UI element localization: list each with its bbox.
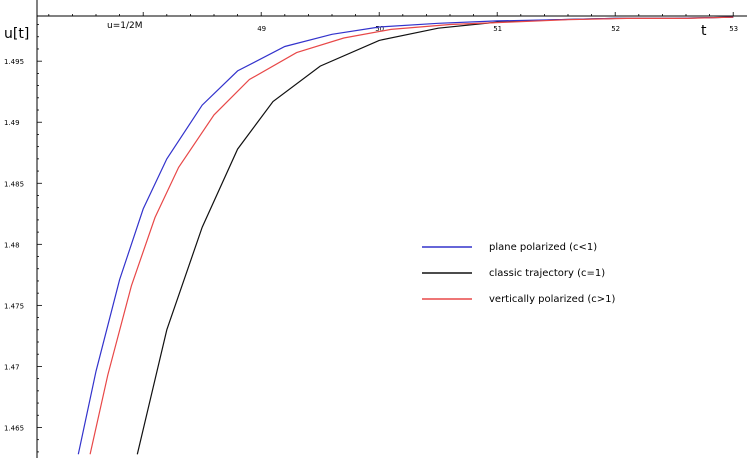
legend-label: vertically polarized (c>1) — [489, 294, 615, 305]
y-axis-label: u[t] — [4, 26, 29, 42]
y-tick-label: 1.495 — [4, 58, 24, 66]
axes — [36, 0, 747, 458]
x-tick-label: 53 — [729, 25, 738, 33]
y-tick-label: 1.475 — [4, 302, 24, 310]
legend: plane polarized (c<1) classic trajectory … — [422, 242, 615, 305]
legend-label: classic trajectory (c=1) — [489, 268, 605, 279]
series-line — [77, 16, 734, 455]
y-tick-label: 1.48 — [4, 241, 20, 249]
series-lines — [77, 16, 734, 455]
annotation-label: u=1/2M — [107, 21, 143, 31]
x-axis-label: t — [701, 23, 707, 39]
x-tick-label: 52 — [611, 25, 620, 33]
y-tick-label: 1.465 — [4, 424, 24, 432]
series-line — [136, 16, 734, 455]
legend-label: plane polarized (c<1) — [489, 242, 597, 253]
y-tick-label: 1.485 — [4, 180, 24, 188]
y-tick-label: 1.47 — [4, 363, 20, 371]
x-tick-label: 50 — [375, 25, 384, 33]
x-tick-label: 49 — [257, 25, 266, 33]
y-ticks: 1.465 1.47 1.475 1.48 1.485 1.49 1.495 — [4, 24, 42, 453]
x-tick-label: 51 — [493, 25, 502, 33]
x-ticks: 49 50 51 52 53 — [48, 12, 738, 33]
series-line — [89, 16, 734, 455]
y-tick-label: 1.49 — [4, 119, 20, 127]
